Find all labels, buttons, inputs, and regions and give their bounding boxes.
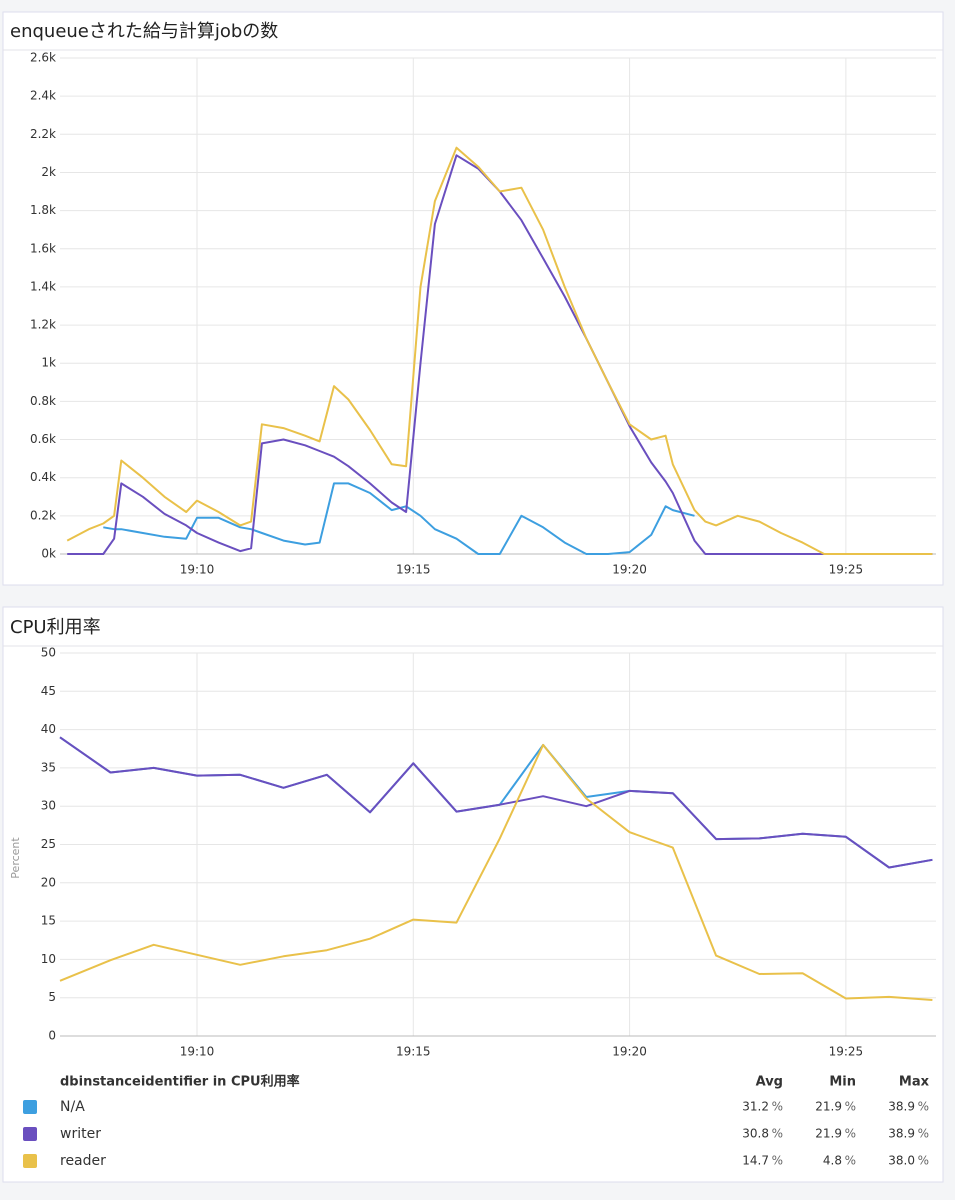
y-tick-label: 1.8k [30,203,56,217]
legend-unit: % [918,1154,929,1168]
y-tick-label: 1.4k [30,279,56,293]
y-tick-label: 0.8k [30,394,56,408]
series-line [67,154,933,555]
x-tick-label: 19:10 [180,1045,215,1059]
y-tick-label: 2k [41,165,56,179]
y-tick-label: 35 [41,760,56,774]
legend-stat: 30.8 [742,1127,769,1141]
panel [2,11,944,586]
y-axis-label: Percent [9,837,22,879]
y-tick-label: 0k [41,547,56,561]
y-tick-label: 5 [48,990,56,1004]
y-tick-label: 2.6k [30,51,56,65]
series-line [66,146,933,555]
y-tick-label: 0.4k [30,470,56,484]
x-tick-label: 19:20 [612,563,647,577]
legend-unit: % [845,1154,856,1168]
y-tick-label: 1.6k [30,241,56,255]
legend-unit: % [772,1100,783,1114]
legend-unit: % [772,1127,783,1141]
y-tick-label: 1k [41,356,56,370]
x-tick-label: 19:15 [396,1045,431,1059]
legend-swatch [23,1100,37,1114]
x-tick-label: 19:25 [829,563,864,577]
y-tick-label: 1.2k [30,318,56,332]
y-tick-label: 20 [41,875,56,889]
y-tick-label: 50 [41,646,56,660]
x-tick-label: 19:10 [180,563,215,577]
y-tick-label: 2.4k [30,89,56,103]
legend-stat: 38.9 [888,1127,915,1141]
legend-stat: 21.9 [815,1100,842,1114]
y-tick-label: 25 [41,837,56,851]
legend-column: Max [899,1075,930,1090]
series-line [59,743,933,1001]
panel [2,606,944,1183]
legend-unit: % [918,1100,929,1114]
legend-label: N/A [60,1099,85,1115]
legend-unit: % [845,1127,856,1141]
legend-title: dbinstanceidentifier in CPU利用率 [60,1074,300,1090]
legend-unit: % [918,1127,929,1141]
y-tick-label: 0.2k [30,508,56,522]
y-tick-label: 30 [41,799,56,813]
legend-stat: 31.2 [742,1100,769,1114]
y-tick-label: 45 [41,684,56,698]
legend-stat: 38.0 [888,1154,915,1168]
legend-swatch [23,1127,37,1141]
y-tick-label: 10 [41,952,56,966]
legend-swatch [23,1154,37,1168]
x-tick-label: 19:20 [612,1045,647,1059]
x-tick-label: 19:25 [829,1045,864,1059]
y-tick-label: 40 [41,722,56,736]
chart-title: CPU利用率 [10,617,101,638]
legend-stat: 14.7 [742,1154,769,1168]
legend-stat: 38.9 [888,1100,915,1114]
y-tick-label: 2.2k [30,127,56,141]
chart-title: enqueueされた給与計算jobの数 [10,21,278,42]
y-tick-label: 0 [48,1029,56,1043]
legend-label: writer [60,1126,101,1142]
legend-label: reader [60,1153,106,1169]
series-line [59,736,933,869]
legend-unit: % [845,1100,856,1114]
y-tick-label: 15 [41,914,56,928]
y-tick-label: 0.6k [30,432,56,446]
legend-column: Avg [756,1075,783,1090]
x-tick-label: 19:15 [396,563,431,577]
legend-column: Min [829,1075,856,1090]
legend-unit: % [772,1154,783,1168]
legend-stat: 21.9 [815,1127,842,1141]
legend-stat: 4.8 [823,1154,842,1168]
